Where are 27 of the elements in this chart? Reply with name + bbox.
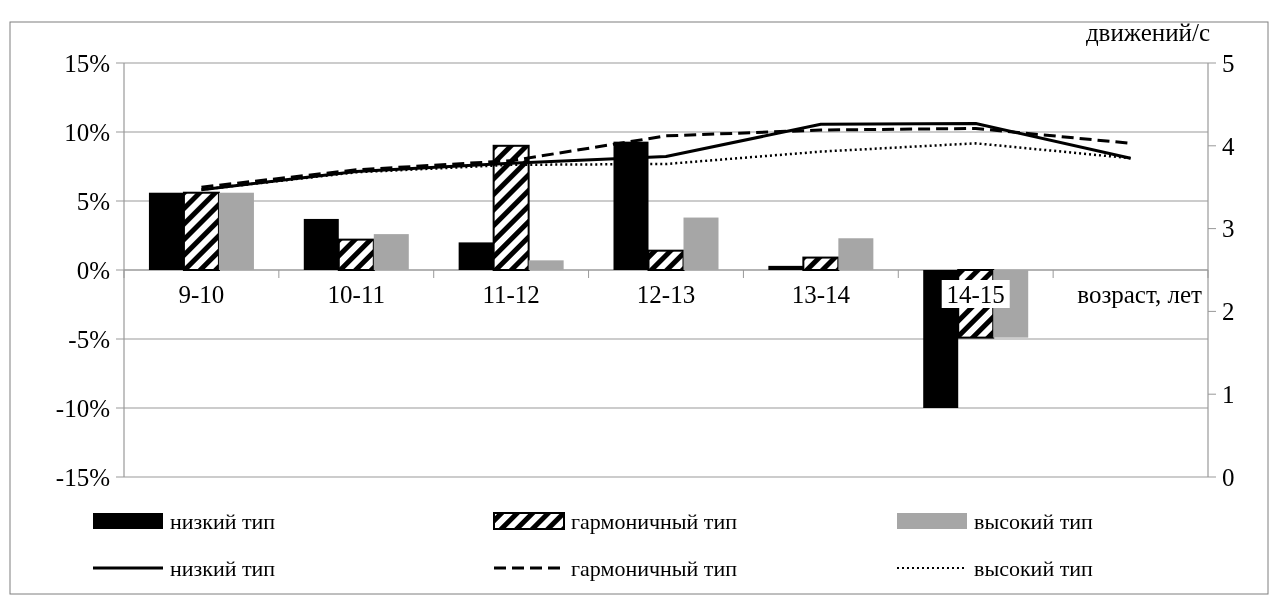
y-tick-label: 10% [64,118,110,146]
y2-axis-title: движений/с [1085,19,1210,46]
legend-label: высокий тип [974,555,1094,581]
y-tick-label: 0% [76,256,110,284]
y-tick-label: 5% [76,187,110,215]
legend-label: высокий тип [974,508,1094,534]
x-tick-label: 10-11 [327,280,385,308]
y2-tick-label: 1 [1222,380,1235,408]
x-tick-label: 14-15 [946,280,1005,308]
y2-tick-label: 3 [1222,215,1235,243]
x-tick-label: 13-14 [791,280,851,308]
y-tick-label: -5% [68,325,110,353]
y-tick-label: -15% [55,463,110,491]
y2-tick-label: 2 [1222,298,1235,326]
x-tick-label: 11-12 [482,280,540,308]
x-tick-label: 12-13 [636,280,696,308]
y2-tick-label: 4 [1222,132,1235,160]
x-tick-label: 9-10 [178,280,225,308]
legend-label: низкий тип [170,555,276,581]
y-tick-label: 15% [64,49,110,77]
y-tick-label: -10% [55,394,110,422]
legend-label: гармоничный тип [571,555,738,581]
y2-tick-label: 0 [1222,463,1235,491]
y2-tick-label: 5 [1222,49,1235,77]
x-axis-title: возраст, лет [1077,280,1203,308]
legend-label: низкий тип [170,508,276,534]
legend-label: гармоничный тип [571,508,738,534]
